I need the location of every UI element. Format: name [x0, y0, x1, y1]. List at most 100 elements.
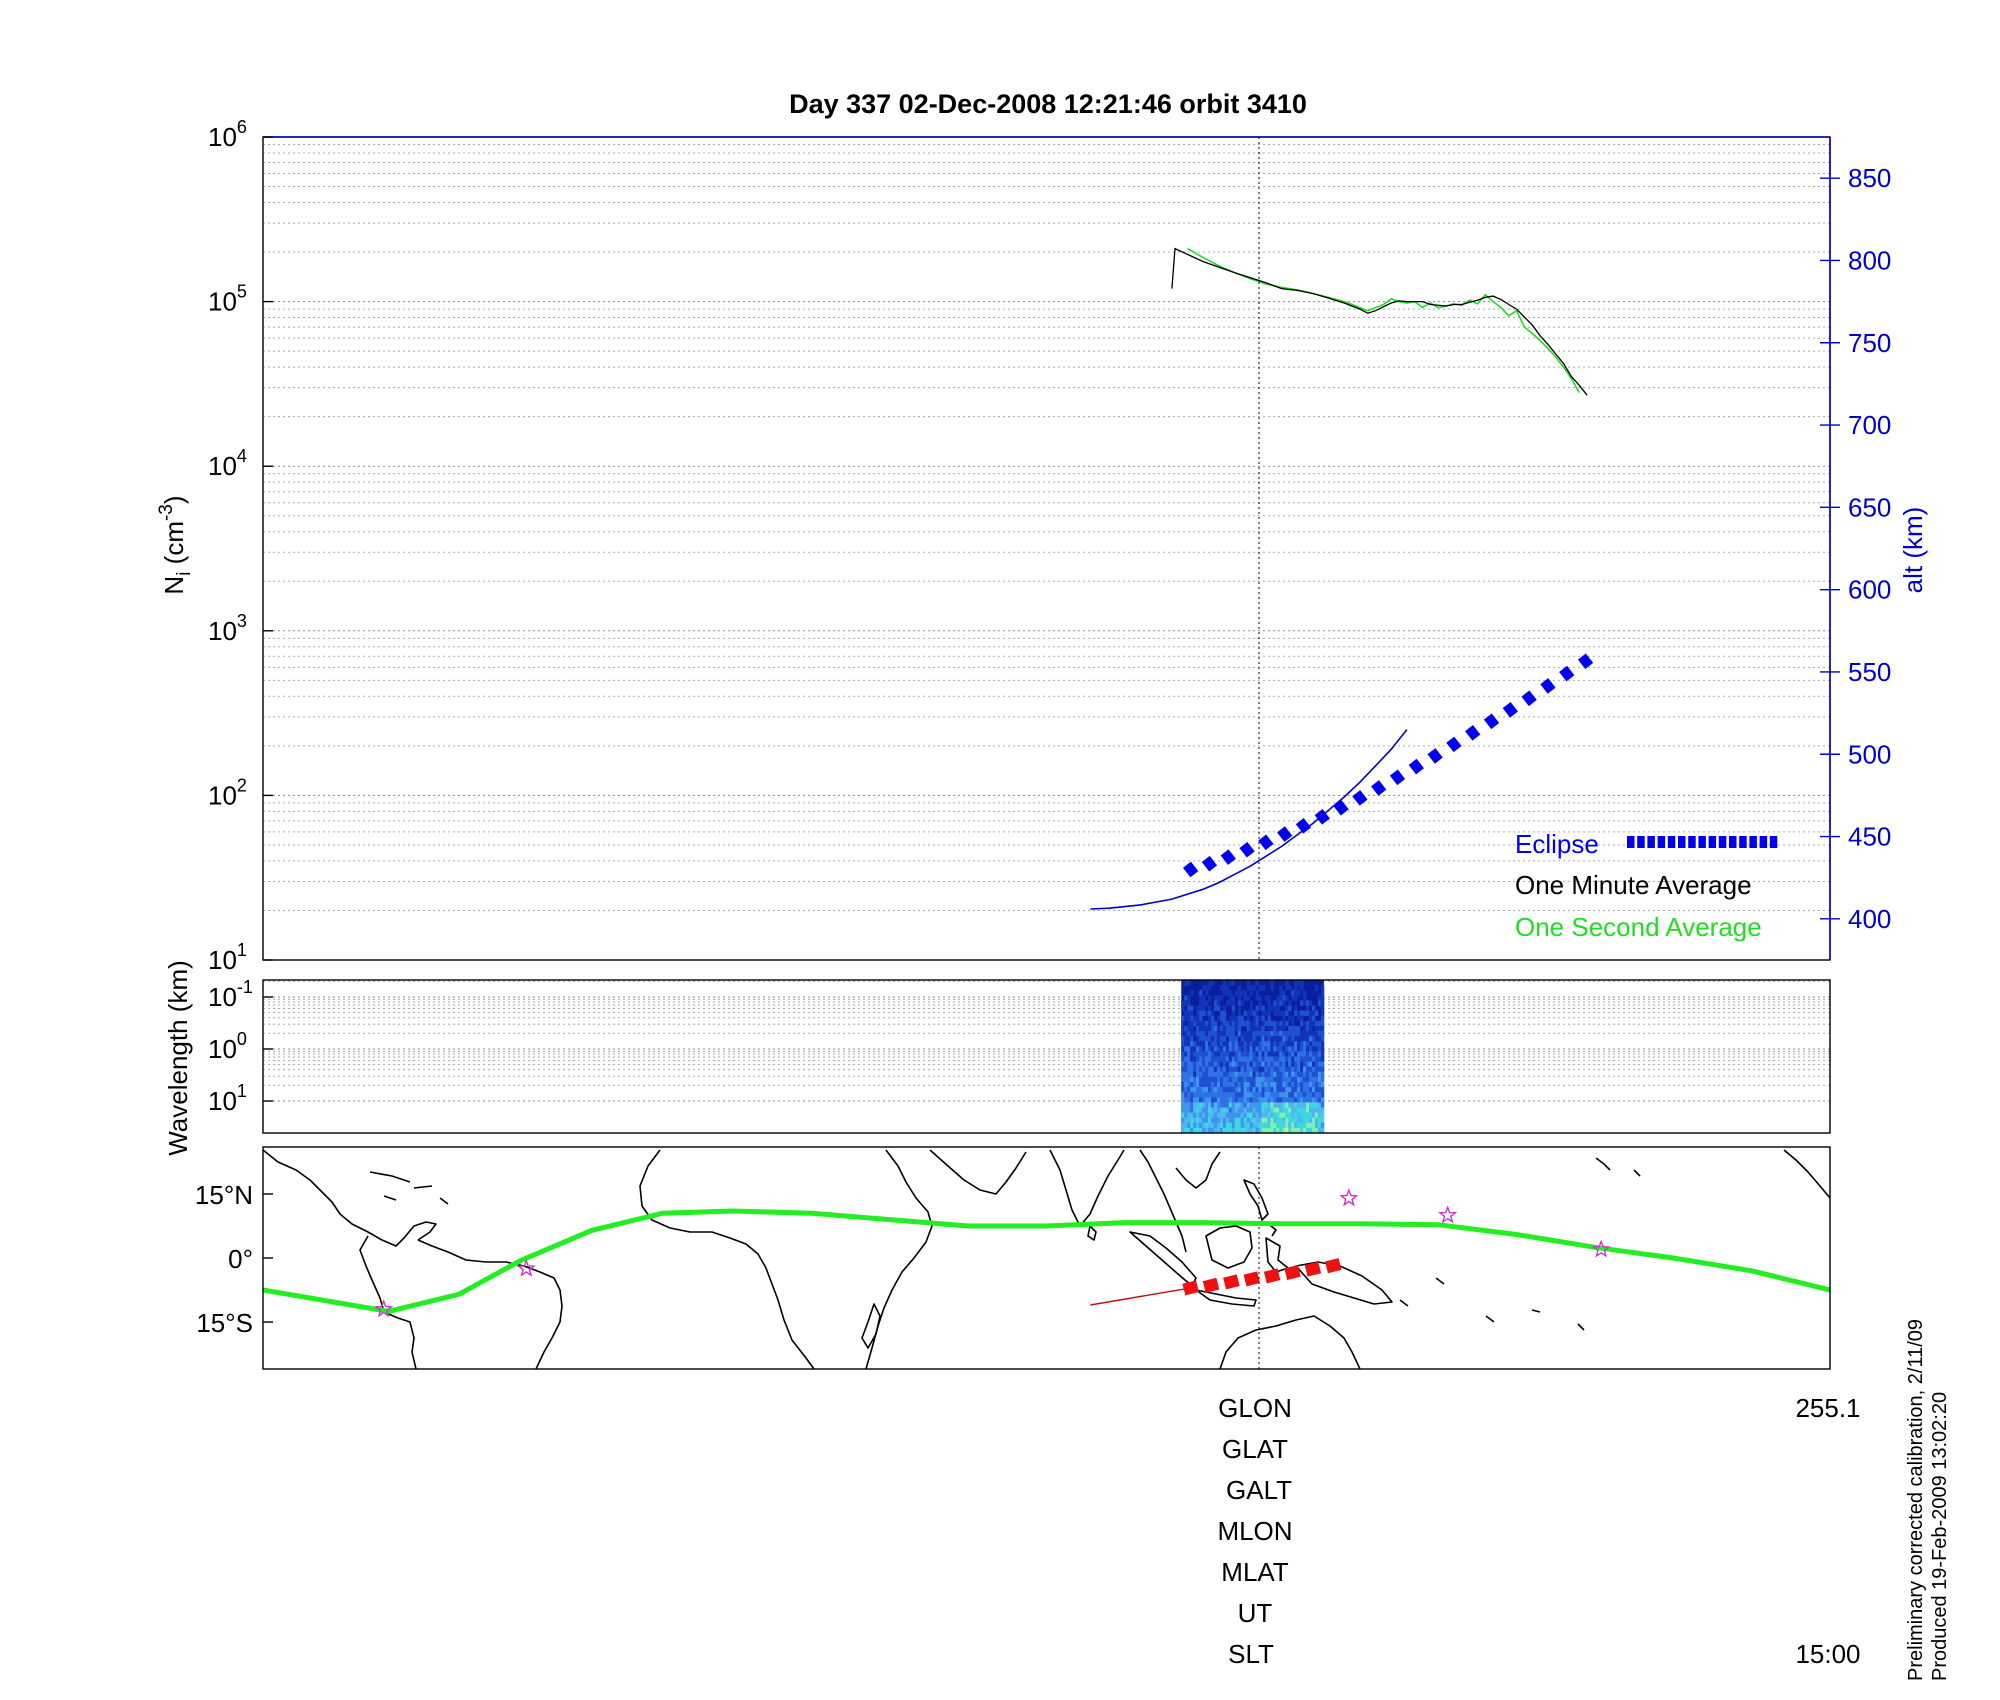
- spectrogram-cell: [1219, 1046, 1224, 1052]
- spectrogram-cell: [1294, 1066, 1298, 1073]
- spectrogram-cell: [1270, 1107, 1274, 1113]
- spectrogram-cell: [1240, 1066, 1245, 1073]
- spectrogram-cell: [1294, 980, 1298, 986]
- coast-caribbean: [369, 1171, 449, 1205]
- spectrogram-cell: [1276, 1025, 1280, 1032]
- spectrogram-cell: [1314, 1122, 1319, 1129]
- spectrogram-cell: [1276, 1107, 1280, 1113]
- spectrogram-cell: [1208, 1087, 1212, 1093]
- spectrogram-cell: [1193, 1087, 1197, 1093]
- coast-india: [1049, 1149, 1125, 1227]
- spectrogram-cell: [1231, 1041, 1236, 1047]
- density-tick-label: 104: [208, 446, 247, 481]
- spectrogram-cell: [1306, 1087, 1310, 1093]
- spectrogram-cell: [1231, 1087, 1236, 1093]
- spectrogram-cell: [1205, 1102, 1209, 1108]
- spectrogram-cell: [1202, 1087, 1206, 1093]
- spectrogram-cell: [1243, 1056, 1248, 1062]
- spectrogram-cell: [1219, 1097, 1224, 1103]
- spectrogram-cell: [1282, 1051, 1286, 1057]
- spectrogram-cell: [1267, 1087, 1271, 1093]
- spectrogram-cell: [1264, 1071, 1268, 1078]
- spectrogram-cell: [1264, 1036, 1268, 1042]
- spectrogram-cell: [1282, 1087, 1286, 1093]
- spectrogram-cell: [1222, 1127, 1227, 1133]
- alt-tick-label: 700: [1848, 410, 1891, 440]
- spectrogram-cell: [1219, 1025, 1224, 1032]
- spectrogram-cell: [1285, 1046, 1289, 1052]
- spectrogram-cell: [1187, 1025, 1191, 1032]
- spectrogram-cell: [1252, 1076, 1256, 1083]
- spectrogram-cell: [1309, 1076, 1313, 1083]
- spectrogram-cell: [1193, 1117, 1197, 1124]
- spectrogram-cell: [1309, 1071, 1313, 1078]
- spectrogram-cell: [1279, 1036, 1283, 1042]
- spectrogram-cell: [1261, 985, 1265, 991]
- spectrogram-cell: [1300, 1076, 1304, 1083]
- spectrogram-cell: [1196, 1127, 1200, 1133]
- spectrogram-cell: [1222, 1092, 1227, 1098]
- spectrogram-cell: [1202, 1031, 1206, 1037]
- spectrogram-cell: [1300, 1102, 1304, 1108]
- spectrogram-cell: [1255, 1020, 1259, 1027]
- spectrogram-cell: [1202, 1082, 1206, 1088]
- spectrogram-cell: [1190, 1025, 1194, 1032]
- spectrogram-cell: [1285, 1097, 1289, 1103]
- spectrogram-cell: [1181, 1036, 1185, 1042]
- spectrogram-cell: [1246, 1015, 1250, 1022]
- spectrogram-cell: [1270, 1051, 1274, 1057]
- spectrogram-cell: [1252, 1102, 1256, 1108]
- spectrogram-cell: [1213, 1107, 1218, 1113]
- spectrogram-cell: [1243, 1107, 1248, 1113]
- spectrogram-cell: [1273, 1122, 1277, 1129]
- spectrogram-cell: [1249, 1082, 1253, 1088]
- wavelength-tick-label: 10-1: [208, 977, 253, 1012]
- spectrogram-cell: [1249, 1010, 1253, 1017]
- spectrogram-cell: [1210, 1076, 1215, 1083]
- spectrogram-cell: [1225, 1041, 1230, 1047]
- spectrogram-cell: [1208, 1025, 1212, 1032]
- spectrogram-cell: [1243, 1066, 1248, 1073]
- spectrogram-cell: [1258, 1025, 1262, 1032]
- spectrogram-cell: [1317, 1041, 1322, 1047]
- spectrogram-cell: [1285, 1127, 1289, 1133]
- spectrogram-cell: [1234, 1117, 1239, 1124]
- spectrogram-cell: [1184, 1122, 1188, 1129]
- spectrogram-cell: [1267, 1117, 1271, 1124]
- spectrogram-cell: [1279, 1112, 1283, 1119]
- spectrogram-cell: [1190, 1031, 1194, 1037]
- spectrogram-cell: [1252, 1122, 1256, 1129]
- legend-eclipse-mark: [1678, 836, 1686, 848]
- eclipse-marker: [1559, 665, 1575, 682]
- spectrogram-cell: [1282, 1071, 1286, 1078]
- spectrogram-cell: [1208, 1122, 1212, 1129]
- alt-y-ticks: 400 450 500 550 600 650 700 750 800 850: [1820, 163, 1891, 934]
- coast-africa: [639, 1149, 933, 1369]
- spectrogram-cell: [1314, 1020, 1319, 1027]
- spectrogram-cell: [1309, 1082, 1313, 1088]
- spectrogram-cell: [1252, 1046, 1256, 1052]
- spectrogram-cell: [1320, 1025, 1325, 1032]
- spectrogram-cell: [1261, 1066, 1265, 1073]
- spectrogram-cell: [1314, 1031, 1319, 1037]
- spectrogram-cell: [1240, 1117, 1245, 1124]
- spectrogram-cell: [1225, 1071, 1230, 1078]
- spectrogram-cell: [1231, 1107, 1236, 1113]
- eclipse-marker: [1201, 855, 1218, 872]
- spectrogram-cell: [1297, 1015, 1301, 1022]
- spectrogram-cell: [1282, 1046, 1286, 1052]
- spectrogram-cell: [1210, 980, 1215, 986]
- spectrogram-cell: [1181, 1046, 1185, 1052]
- spectrogram-cell: [1225, 1087, 1230, 1093]
- spectrogram-cell: [1234, 1025, 1239, 1032]
- spectrogram-cell: [1276, 1102, 1280, 1108]
- spectrogram-cell: [1219, 1015, 1224, 1022]
- spectrogram-cell: [1279, 1092, 1283, 1098]
- spectrogram-cell: [1237, 1092, 1242, 1098]
- spectrogram-cell: [1320, 1082, 1325, 1088]
- spectrogram-cell: [1258, 1097, 1262, 1103]
- spectrogram-cell: [1306, 1036, 1310, 1042]
- alt-tick-label: 400: [1848, 904, 1891, 934]
- spectrogram-cell: [1314, 1087, 1319, 1093]
- spectrogram-cell: [1273, 1051, 1277, 1057]
